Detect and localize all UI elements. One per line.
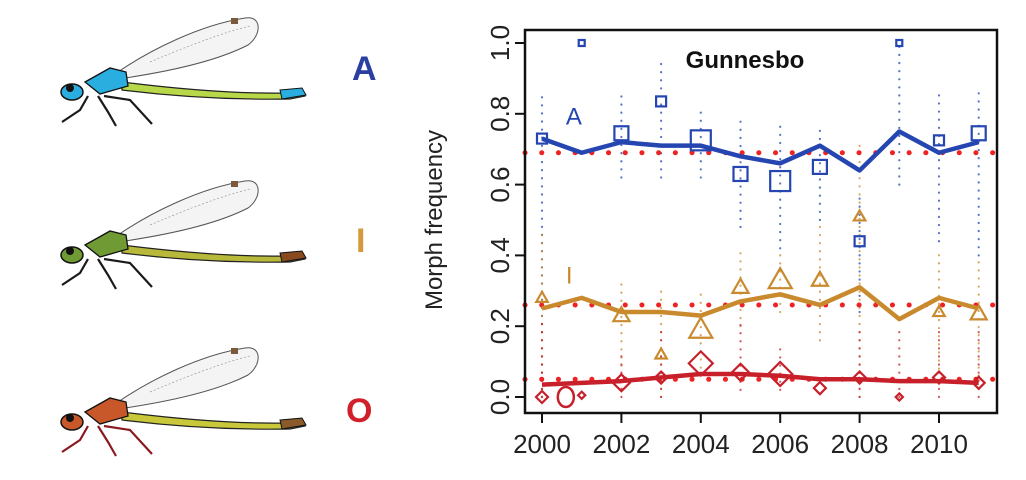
y-tick-label: 0.0 bbox=[485, 379, 515, 415]
point-i bbox=[687, 315, 715, 339]
wing bbox=[117, 180, 259, 242]
abdomen-tip bbox=[279, 250, 307, 263]
wing bbox=[117, 347, 259, 409]
thorax bbox=[83, 67, 129, 95]
confidence-intervals bbox=[540, 41, 980, 399]
point-a bbox=[932, 134, 946, 147]
series-label-a: A bbox=[566, 103, 582, 130]
x-tick-label: 2004 bbox=[672, 429, 730, 459]
point-a bbox=[689, 129, 712, 152]
point-a bbox=[811, 158, 829, 175]
point-o bbox=[653, 369, 669, 386]
x-tick-label: 2010 bbox=[910, 429, 968, 459]
morph-illustrations bbox=[60, 17, 307, 457]
point-i bbox=[968, 303, 989, 321]
point-i bbox=[766, 265, 794, 290]
point-o bbox=[894, 391, 905, 403]
y-tick-label: 0.4 bbox=[485, 237, 515, 273]
y-axis: 0.0 0.2 0.4 0.6 0.8 1.0 bbox=[485, 25, 525, 415]
abdomen bbox=[121, 244, 307, 263]
pterostigma bbox=[231, 18, 238, 24]
chart-title: Gunnesbo bbox=[686, 47, 805, 74]
observed-points bbox=[534, 38, 989, 409]
point-i bbox=[809, 269, 830, 287]
leg bbox=[103, 424, 153, 455]
point-i bbox=[653, 346, 669, 360]
morph-label-a: A bbox=[352, 50, 377, 88]
leg bbox=[61, 425, 89, 453]
x-tick-label: 2000 bbox=[513, 429, 571, 459]
point-a bbox=[535, 132, 549, 145]
damselfly-o bbox=[60, 347, 307, 457]
point-i bbox=[851, 208, 868, 222]
abdomen-tip bbox=[279, 417, 307, 430]
y-tick-label: 0.2 bbox=[485, 308, 515, 344]
point-i bbox=[931, 303, 947, 318]
point-o bbox=[852, 369, 868, 386]
x-axis: 2000 2002 2004 2006 2008 2010 bbox=[513, 413, 968, 459]
eye bbox=[66, 84, 74, 92]
point-o bbox=[812, 380, 828, 396]
point-a bbox=[654, 95, 668, 108]
wing bbox=[117, 17, 259, 79]
x-tick-label: 2008 bbox=[831, 429, 889, 459]
abdomen bbox=[121, 81, 307, 100]
reference-lines bbox=[522, 150, 1000, 382]
series-labels: AI bbox=[566, 103, 582, 289]
point-o-large-circle bbox=[556, 385, 576, 409]
leg bbox=[97, 258, 117, 290]
point-o bbox=[534, 389, 550, 405]
x-tick-label: 2002 bbox=[592, 429, 650, 459]
leg bbox=[97, 425, 117, 457]
leg bbox=[103, 94, 153, 125]
point-a bbox=[895, 38, 904, 48]
morph-label-o: O bbox=[346, 392, 373, 430]
point-i bbox=[730, 276, 751, 294]
x-tick-label: 2006 bbox=[751, 429, 809, 459]
thorax bbox=[83, 230, 129, 258]
point-a bbox=[970, 125, 987, 142]
point-a bbox=[769, 169, 792, 193]
plot-frame bbox=[523, 28, 999, 415]
eye bbox=[66, 414, 74, 422]
point-a bbox=[577, 38, 586, 48]
point-o bbox=[576, 390, 587, 401]
point-o bbox=[687, 349, 715, 377]
leg bbox=[97, 95, 117, 127]
point-a bbox=[732, 165, 749, 183]
pterostigma bbox=[231, 348, 238, 354]
point-o bbox=[611, 372, 632, 393]
pterostigma bbox=[231, 181, 238, 187]
wing-vein bbox=[149, 188, 251, 226]
point-o bbox=[730, 362, 751, 383]
line-i bbox=[541, 285, 980, 322]
thorax bbox=[83, 397, 129, 425]
line-a bbox=[541, 129, 980, 173]
leg bbox=[103, 257, 153, 288]
y-tick-label: 1.0 bbox=[485, 25, 515, 61]
y-tick-label: 0.6 bbox=[485, 167, 515, 203]
point-o bbox=[931, 369, 947, 386]
morph-label-i: I bbox=[356, 222, 366, 260]
y-tick-label: 0.8 bbox=[485, 96, 515, 132]
point-o bbox=[766, 360, 794, 388]
y-axis-label: Morph frequency bbox=[421, 130, 448, 310]
abdomen-tip bbox=[279, 87, 307, 100]
damselfly-i bbox=[60, 180, 307, 290]
wing-vein bbox=[149, 25, 251, 63]
point-i bbox=[611, 304, 632, 323]
leg bbox=[61, 258, 89, 286]
series-lines bbox=[541, 129, 980, 387]
leg bbox=[61, 95, 89, 123]
wing-vein bbox=[149, 355, 251, 393]
point-a bbox=[613, 125, 630, 142]
point-o bbox=[971, 375, 987, 391]
series-label-i: I bbox=[566, 263, 573, 290]
point-i bbox=[534, 289, 550, 303]
point-a bbox=[853, 235, 866, 248]
abdomen bbox=[121, 411, 307, 430]
eye bbox=[66, 247, 74, 255]
damselfly-a bbox=[60, 17, 307, 127]
